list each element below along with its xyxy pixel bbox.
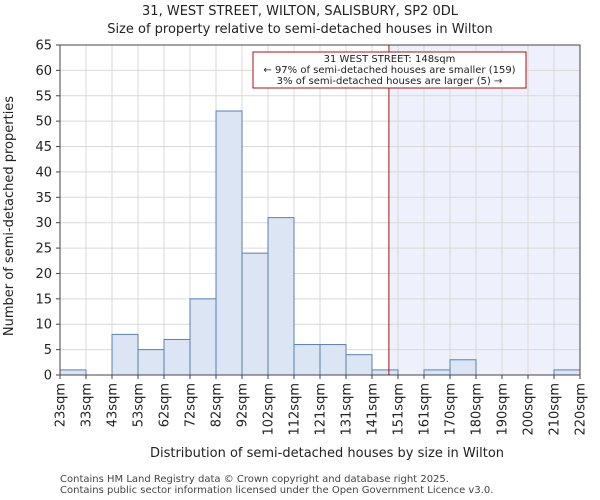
footer-copyright: Contains HM Land Registry data © Crown c… — [60, 474, 449, 485]
y-tick-label: 5 — [44, 343, 52, 358]
annotation-box: 31 WEST STREET: 148sqm ← 97% of semi-det… — [252, 51, 527, 89]
bar — [59, 369, 87, 376]
x-tick-label: 170sqm — [444, 383, 459, 436]
bar — [449, 359, 477, 376]
x-tick-label: 141sqm — [366, 383, 381, 436]
x-tick-label: 151sqm — [392, 383, 407, 436]
x-tick-label: 102sqm — [262, 383, 277, 436]
x-tick-label: 62sqm — [158, 383, 173, 427]
x-axis-ticks: 23sqm 33sqm 43sqm 53sqm 62sqm 72sqm 82sqm 92sqm… — [54, 375, 589, 436]
bar — [293, 344, 321, 376]
bar — [241, 252, 269, 376]
x-tick-label: 33sqm — [80, 383, 95, 427]
x-tick-label: 121sqm — [314, 383, 329, 436]
bar — [371, 369, 399, 376]
y-tick-label: 15 — [35, 292, 52, 307]
bar — [423, 369, 451, 376]
y-tick-label: 30 — [35, 216, 52, 231]
footer-licence: Contains public sector information licen… — [60, 485, 494, 496]
y-tick-label: 60 — [35, 64, 52, 79]
chart-title: 31, WEST STREET, WILTON, SALISBURY, SP2 … — [142, 4, 459, 19]
bar — [319, 344, 347, 376]
bar — [345, 354, 373, 376]
y-tick-label: 35 — [35, 191, 52, 206]
x-tick-label: 43sqm — [106, 383, 121, 427]
x-tick-label: 210sqm — [548, 383, 563, 436]
x-tick-label: 161sqm — [418, 383, 433, 436]
bars — [59, 110, 581, 376]
y-axis-label: Number of semi-detached properties — [2, 96, 17, 336]
x-tick-label: 220sqm — [574, 383, 589, 436]
chart-subtitle: Size of property relative to semi-detach… — [107, 22, 493, 37]
x-tick-label: 53sqm — [132, 383, 147, 427]
x-tick-label: 23sqm — [54, 383, 69, 427]
x-tick-label: 200sqm — [522, 383, 537, 436]
y-tick-label: 50 — [35, 115, 52, 130]
larger-region-highlight — [388, 45, 580, 375]
x-axis-label: Distribution of semi-detached houses by … — [150, 446, 504, 461]
bar — [553, 369, 581, 376]
x-tick-label: 112sqm — [288, 383, 303, 436]
x-tick-label: 180sqm — [470, 383, 485, 436]
bar — [163, 338, 191, 376]
y-tick-label: 25 — [35, 242, 52, 257]
y-tick-label: 45 — [35, 140, 52, 155]
y-tick-label: 10 — [35, 318, 52, 333]
x-tick-label: 190sqm — [496, 383, 511, 436]
bar — [215, 110, 243, 376]
bar — [189, 298, 217, 376]
annotation-border — [252, 51, 527, 89]
bar — [267, 217, 295, 376]
y-tick-label: 65 — [35, 39, 52, 54]
x-tick-label: 92sqm — [236, 383, 251, 427]
y-tick-label: 20 — [35, 267, 52, 282]
bar — [137, 349, 165, 376]
grid — [59, 44, 581, 376]
annotation-line-2: ← 97% of semi-detached houses are smalle… — [263, 65, 515, 76]
x-tick-label: 82sqm — [210, 383, 225, 427]
x-tick-label: 72sqm — [184, 383, 199, 427]
y-tick-label: 40 — [35, 165, 52, 180]
y-tick-label: 0 — [44, 369, 52, 384]
x-tick-label: 131sqm — [340, 383, 355, 436]
bar — [111, 333, 139, 376]
annotation-line-1: 31 WEST STREET: 148sqm — [324, 54, 456, 65]
y-tick-label: 55 — [35, 89, 52, 104]
y-axis-ticks: 0 5 10 15 20 25 30 35 40 45 50 55 60 65 — [35, 39, 60, 384]
annotation-line-3: 3% of semi-detached houses are larger (5… — [277, 76, 503, 87]
